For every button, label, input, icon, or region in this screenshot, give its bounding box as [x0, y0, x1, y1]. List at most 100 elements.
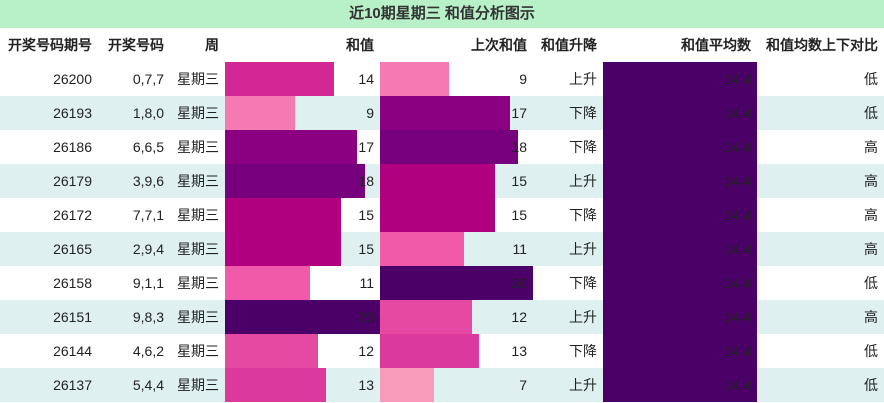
- table-cell: 上升: [569, 173, 597, 189]
- column-header: 开奖号码期号: [8, 37, 92, 53]
- table-cell: 6,6,5: [132, 139, 164, 155]
- column-header: 开奖号码: [108, 37, 164, 53]
- table-cell: 星期三: [177, 139, 219, 155]
- table-row: 26179 3,9,6 星期三 18 15 上升 14.4 高: [0, 164, 884, 198]
- table-cell: 星期三: [177, 71, 219, 87]
- table-row: 26144 4,6,2 星期三 12 13 下降 14.4 低: [0, 334, 884, 368]
- table-cell: 12: [358, 343, 374, 359]
- table-row: 26137 5,4,4 星期三 13 7 上升 14.4 低: [0, 368, 884, 402]
- table-cell: 12: [511, 309, 527, 325]
- table-cell: 星期三: [177, 275, 219, 291]
- table-cell: 17: [511, 105, 527, 121]
- table-cell: 低: [864, 275, 878, 291]
- table-cell: 5,4,4: [132, 377, 164, 393]
- table-cell: 26172: [53, 207, 92, 223]
- table-cell: 26151: [53, 309, 92, 325]
- data-bar: [225, 232, 342, 266]
- table-cell: 低: [864, 343, 878, 359]
- table-cell: 26200: [53, 71, 92, 87]
- data-bar: [380, 368, 434, 402]
- table-row: 26158 9,1,1 星期三 11 20 下降 14.4 低: [0, 266, 884, 300]
- table-cell: 高: [864, 309, 878, 325]
- data-bar: [603, 198, 757, 232]
- column-header: 和值平均数: [681, 37, 751, 53]
- table-cell: 26179: [53, 173, 92, 189]
- table-cell: 星期三: [177, 207, 219, 223]
- table-row: 26151 9,8,3 星期三 20 12 上升 14.4 高: [0, 300, 884, 334]
- table-cell: 20: [358, 309, 374, 325]
- table-cell: 星期三: [177, 105, 219, 121]
- data-bar: [380, 198, 495, 232]
- table-row: 26186 6,6,5 星期三 17 18 下降 14.4 高: [0, 130, 884, 164]
- table-cell: 11: [359, 275, 374, 291]
- column-header: 和值升降: [541, 37, 597, 53]
- table-cell: 7: [519, 377, 527, 393]
- data-bar: [603, 96, 757, 130]
- table-cell: 9: [519, 71, 527, 87]
- table-cell: 星期三: [177, 173, 219, 189]
- table-cell: 3,9,6: [132, 173, 164, 189]
- table-cell: 低: [864, 71, 878, 87]
- table-cell: 14.4: [723, 241, 751, 257]
- table-cell: 26165: [53, 241, 92, 257]
- table-cell: 星期三: [177, 309, 219, 325]
- data-bar: [603, 164, 757, 198]
- data-bar: [603, 300, 757, 334]
- data-bar: [225, 334, 318, 368]
- table-cell: 15: [358, 241, 374, 257]
- table-cell: 9,8,3: [132, 309, 164, 325]
- data-bar: [225, 130, 357, 164]
- table-cell: 2,9,4: [132, 241, 164, 257]
- table-cell: 14.4: [723, 139, 751, 155]
- data-bar: [380, 96, 511, 130]
- table-cell: 14.4: [723, 343, 751, 359]
- data-bar: [380, 164, 495, 198]
- table-cell: 14.4: [723, 309, 751, 325]
- table-cell: 11: [512, 241, 527, 257]
- table-cell: 13: [511, 343, 527, 359]
- table-cell: 7,7,1: [132, 207, 164, 223]
- table-cell: 上升: [569, 241, 597, 257]
- column-header: 和值均数上下对比: [766, 37, 878, 53]
- table-cell: 上升: [569, 309, 597, 325]
- table-title: 近10期星期三 和值分析图示: [0, 0, 884, 28]
- table-cell: 高: [864, 139, 878, 155]
- table-cell: 14.4: [723, 105, 751, 121]
- table-cell: 低: [864, 105, 878, 121]
- data-bar: [380, 62, 449, 96]
- table-cell: 9,1,1: [132, 275, 164, 291]
- table-cell: 14.4: [723, 377, 751, 393]
- table-cell: 上升: [569, 377, 597, 393]
- data-bar: [603, 368, 757, 402]
- data-bar: [603, 266, 757, 300]
- table-cell: 26158: [53, 275, 92, 291]
- table-cell: 20: [511, 275, 527, 291]
- column-header: 周: [205, 37, 219, 53]
- column-header: 上次和值: [471, 37, 527, 53]
- table-cell: 14.4: [723, 71, 751, 87]
- data-bar: [603, 232, 757, 266]
- table-cell: 高: [864, 241, 878, 257]
- data-bar: [380, 300, 472, 334]
- data-bar: [603, 334, 757, 368]
- table-cell: 15: [358, 207, 374, 223]
- table-cell: 26144: [53, 343, 92, 359]
- data-bar: [225, 368, 326, 402]
- table-cell: 星期三: [177, 377, 219, 393]
- table-cell: 26137: [53, 377, 92, 393]
- table-cell: 下降: [569, 105, 597, 121]
- table-cell: 下降: [569, 343, 597, 359]
- data-bar: [603, 130, 757, 164]
- table-cell: 15: [511, 207, 527, 223]
- table-row: 26172 7,7,1 星期三 15 15 下降 14.4 高: [0, 198, 884, 232]
- table-cell: 高: [864, 207, 878, 223]
- data-bar: [380, 334, 480, 368]
- table-cell: 高: [864, 173, 878, 189]
- data-bar: [380, 266, 533, 300]
- data-bar: [225, 198, 342, 232]
- table-cell: 低: [864, 377, 878, 393]
- data-bar: [225, 266, 311, 300]
- column-header: 和值: [346, 37, 374, 53]
- table-cell: 上升: [569, 71, 597, 87]
